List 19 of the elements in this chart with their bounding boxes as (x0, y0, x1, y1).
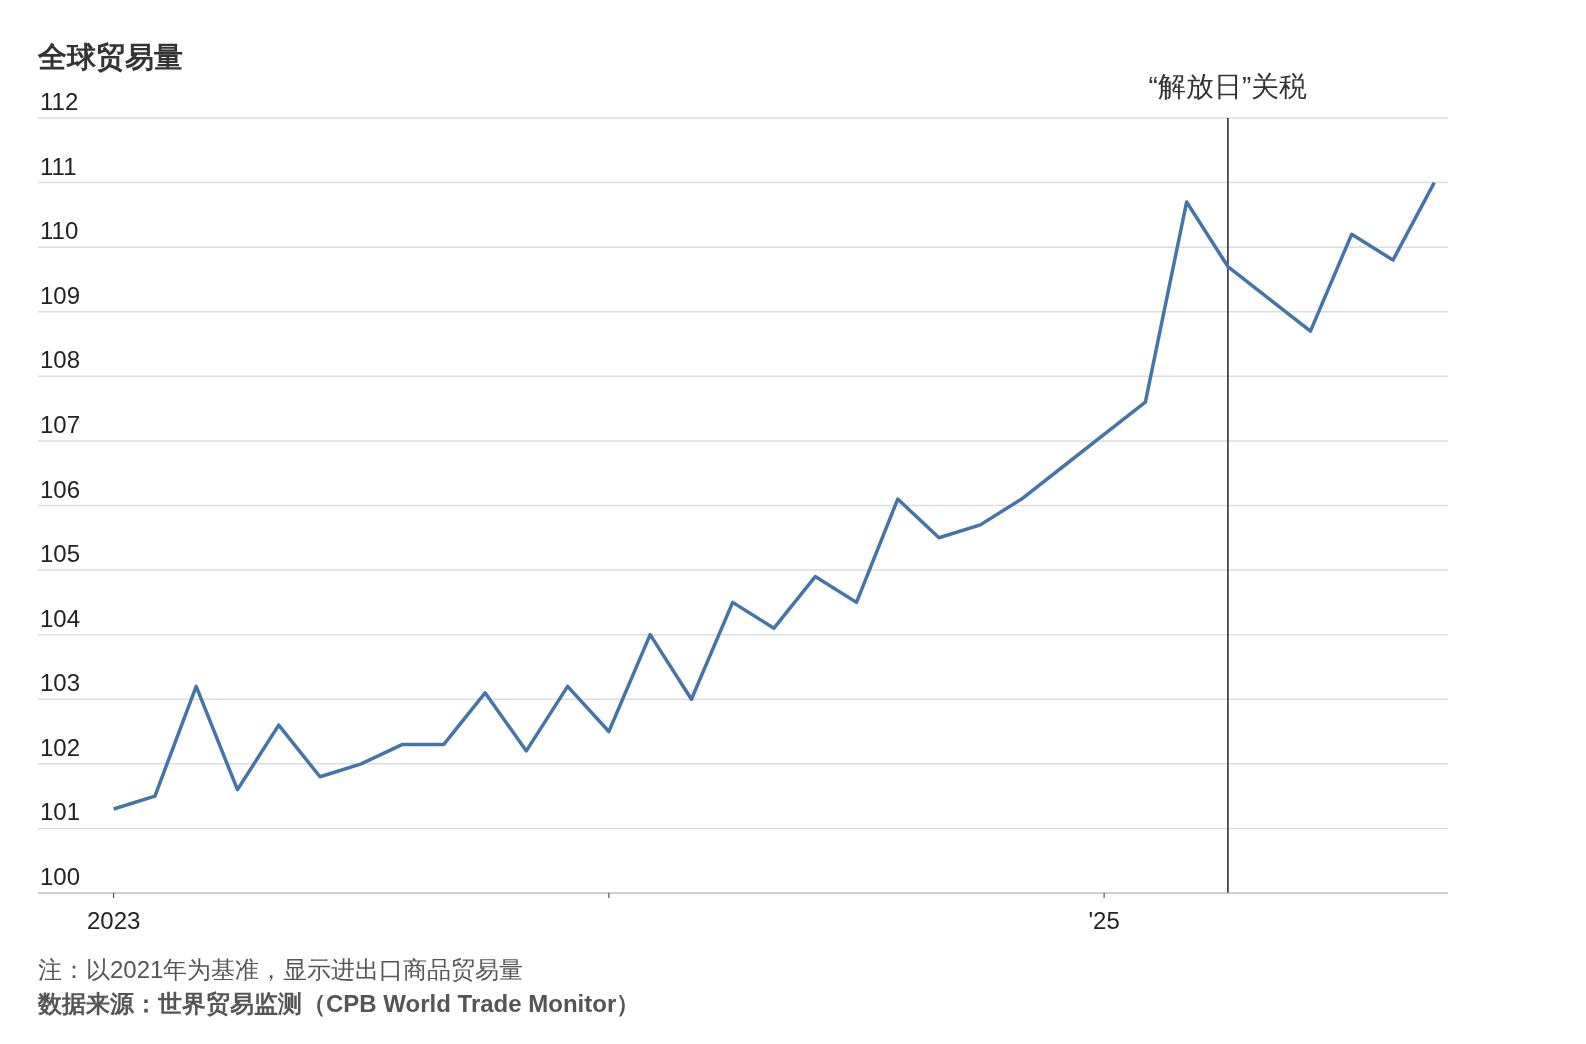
y-tick-label: 104 (40, 604, 81, 632)
y-tick-label: 107 (40, 410, 81, 438)
y-tick-label: 103 (40, 669, 81, 697)
y-tick-label: 105 (40, 540, 81, 568)
chart-title: 全球贸易量 (38, 40, 183, 75)
y-tick-label: 102 (40, 733, 81, 761)
y-tick-label: 108 (40, 346, 81, 374)
y-tick-label: 101 (40, 798, 81, 826)
y-tick-label: 111 (40, 152, 77, 180)
x-tick-label: 2023 (86, 907, 141, 935)
y-tick-label: 100 (40, 863, 81, 890)
y-tick-label: 109 (40, 281, 81, 309)
source-note: 数据来源：世界贸易监测（CPB World Trade Monitor） (38, 989, 642, 1019)
x-tick-label: '25 (1088, 907, 1120, 935)
y-tick-label: 106 (40, 475, 81, 503)
y-tick-label: 112 (40, 88, 79, 115)
y-tick-label: 110 (40, 217, 79, 245)
ref-line-label: “解放日”关税 (1148, 71, 1308, 102)
text: 注：以2021年为基准，显示进出口商品贸易量 (38, 955, 525, 985)
